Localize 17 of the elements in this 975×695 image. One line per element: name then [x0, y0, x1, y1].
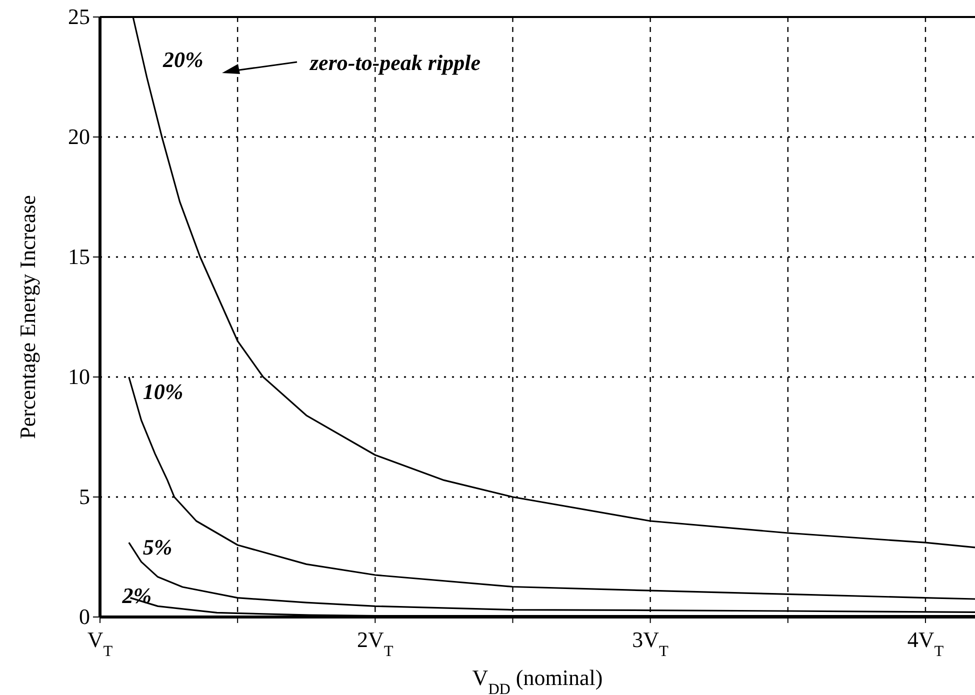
y-tick-label: 25: [68, 4, 90, 30]
series-label: 2%: [121, 582, 152, 608]
x-axis-title: V$_{DD}$ (nominal): [472, 665, 603, 695]
y-axis-title: Percentage Energy Increase: [15, 195, 40, 439]
x-tick-label: 4V$_{T}$: [907, 626, 944, 660]
series-label: 5%: [142, 534, 172, 560]
x-tick-label: 2V$_{T}$: [357, 626, 394, 660]
x-tick-label: V$_{T}$: [87, 626, 114, 660]
annotation: zero-to-peak ripple: [309, 50, 481, 75]
series-label: 10%: [142, 379, 184, 404]
y-tick-label: 0: [79, 604, 90, 630]
y-tick-label: 20: [68, 124, 90, 150]
legend-label: 20%: [162, 47, 204, 72]
y-tick-label: 5: [79, 484, 90, 510]
x-tick-label: 3V$_{T}$: [632, 626, 670, 660]
y-tick-label: 10: [68, 364, 90, 390]
y-tick-label: 15: [68, 244, 90, 270]
